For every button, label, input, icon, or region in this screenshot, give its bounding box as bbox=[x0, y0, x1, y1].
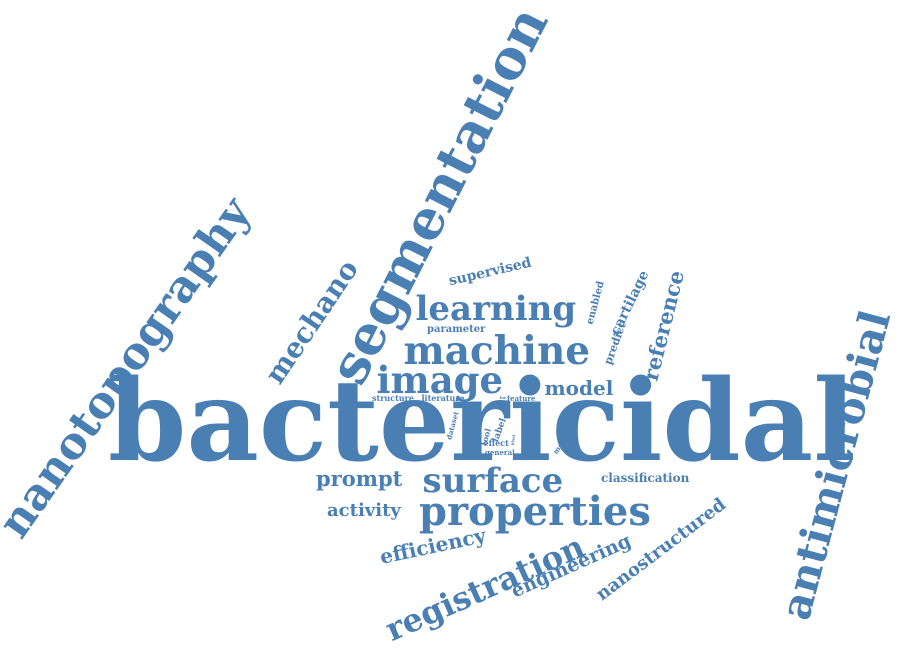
word-effect: effect bbox=[484, 439, 509, 447]
word-general: general bbox=[485, 449, 515, 456]
word-literature: literature bbox=[422, 394, 465, 402]
word-model: model bbox=[545, 378, 614, 398]
word-prompt: prompt bbox=[316, 468, 402, 489]
word-activity: activity bbox=[327, 502, 401, 520]
word-surface: surface bbox=[423, 464, 564, 498]
word-supervised: supervised bbox=[448, 256, 533, 289]
word-structure: structure bbox=[372, 394, 414, 402]
word-parameter: parameter bbox=[427, 325, 485, 335]
word-learning: learning bbox=[416, 292, 577, 326]
word-feature: feature bbox=[507, 395, 535, 402]
word-classification: classification bbox=[601, 472, 689, 484]
word-for: for bbox=[500, 396, 507, 400]
word-enabled: enabled bbox=[586, 280, 607, 325]
